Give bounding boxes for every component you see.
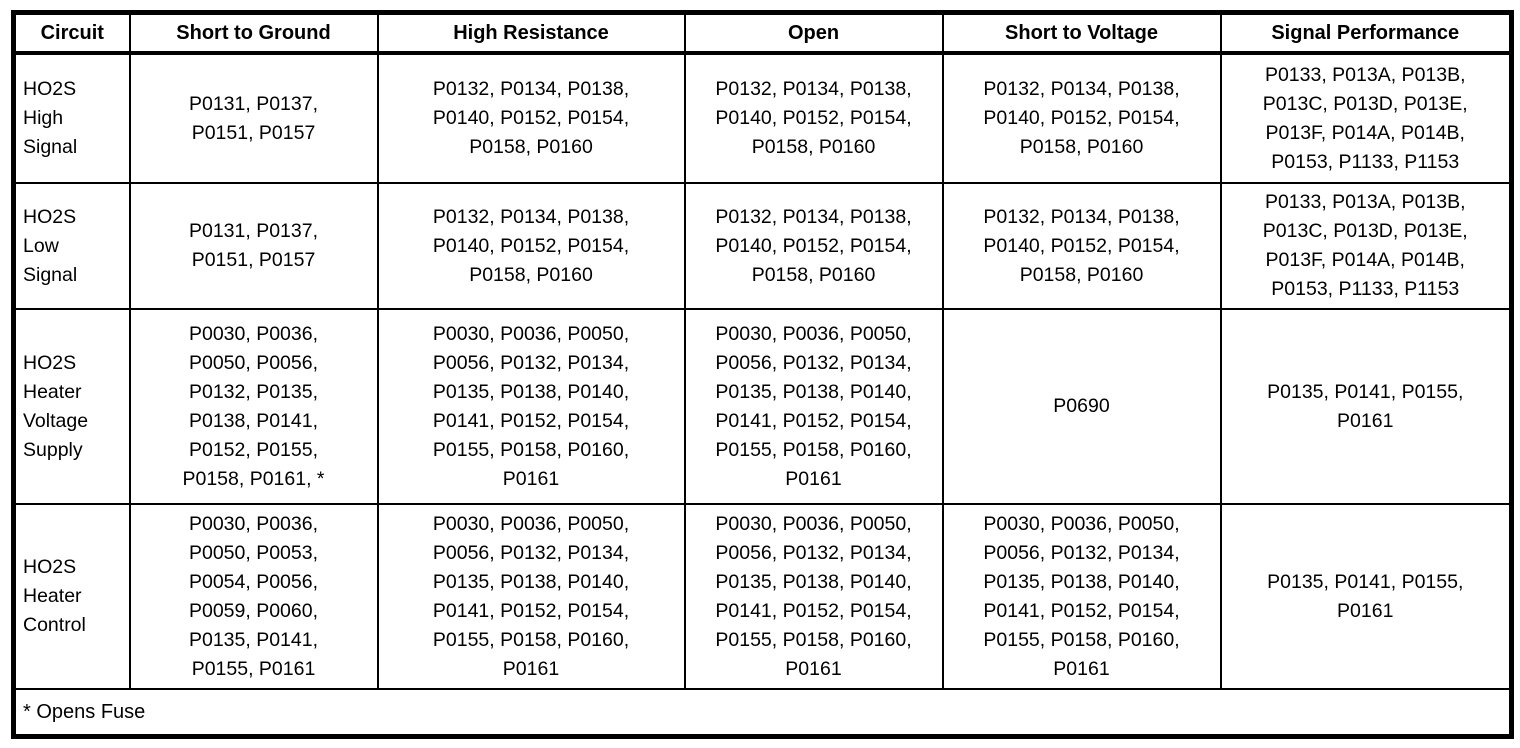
circuit-cell: HO2S High Signal	[12, 52, 131, 184]
dtc-cell: P0030, P0036, P0050, P0056, P0132, P0134…	[941, 503, 1222, 690]
dtc-cell: P0133, P013A, P013B, P013C, P013D, P013E…	[1219, 52, 1513, 184]
dtc-cell: P0030, P0036, P0050, P0056, P0132, P0135…	[128, 308, 379, 505]
dtc-cell: P0131, P0137, P0151, P0157	[128, 52, 379, 184]
column-header-short-to-voltage: Short to Voltage	[941, 11, 1222, 55]
circuit-cell: HO2S Heater Control	[12, 503, 131, 690]
table-row-ho2s-low-signal: HO2S Low Signal P0131, P0137, P0151, P01…	[12, 182, 1513, 310]
dtc-cell: P0030, P0036, P0050, P0056, P0132, P0134…	[376, 308, 686, 505]
dtc-cell: P0690	[941, 308, 1222, 505]
column-header-high-resistance: High Resistance	[376, 11, 686, 55]
dtc-cell: P0030, P0036, P0050, P0056, P0132, P0134…	[683, 308, 944, 505]
column-header-circuit: Circuit	[12, 11, 131, 55]
table-row-ho2s-high-signal: HO2S High Signal P0131, P0137, P0151, P0…	[12, 52, 1513, 184]
footnote-row: * Opens Fuse	[12, 688, 1513, 738]
dtc-cell: P0030, P0036, P0050, P0056, P0132, P0134…	[683, 503, 944, 690]
dtc-cell: P0135, P0141, P0155, P0161	[1219, 503, 1513, 690]
dtc-cell: P0135, P0141, P0155, P0161	[1219, 308, 1513, 505]
dtc-cell: P0131, P0137, P0151, P0157	[128, 182, 379, 310]
column-header-short-to-ground: Short to Ground	[128, 11, 379, 55]
circuit-cell: HO2S Heater Voltage Supply	[12, 308, 131, 505]
header-row: Circuit Short to Ground High Resistance …	[12, 11, 1513, 55]
dtc-cell: P0030, P0036, P0050, P0053, P0054, P0056…	[128, 503, 379, 690]
table-row-ho2s-heater-voltage-supply: HO2S Heater Voltage Supply P0030, P0036,…	[12, 308, 1513, 505]
dtc-cell: P0132, P0134, P0138, P0140, P0152, P0154…	[376, 52, 686, 184]
dtc-table: Circuit Short to Ground High Resistance …	[11, 10, 1514, 739]
column-header-signal-performance: Signal Performance	[1219, 11, 1513, 55]
dtc-cell: P0132, P0134, P0138, P0140, P0152, P0154…	[683, 182, 944, 310]
dtc-cell: P0132, P0134, P0138, P0140, P0152, P0154…	[941, 52, 1222, 184]
dtc-cell: P0133, P013A, P013B, P013C, P013D, P013E…	[1219, 182, 1513, 310]
dtc-cell: P0030, P0036, P0050, P0056, P0132, P0134…	[376, 503, 686, 690]
dtc-cell: P0132, P0134, P0138, P0140, P0152, P0154…	[683, 52, 944, 184]
table-row-ho2s-heater-control: HO2S Heater Control P0030, P0036, P0050,…	[12, 503, 1513, 690]
footnote: * Opens Fuse	[12, 688, 1513, 738]
dtc-cell: P0132, P0134, P0138, P0140, P0152, P0154…	[941, 182, 1222, 310]
column-header-open: Open	[683, 11, 944, 55]
circuit-cell: HO2S Low Signal	[12, 182, 131, 310]
dtc-cell: P0132, P0134, P0138, P0140, P0152, P0154…	[376, 182, 686, 310]
